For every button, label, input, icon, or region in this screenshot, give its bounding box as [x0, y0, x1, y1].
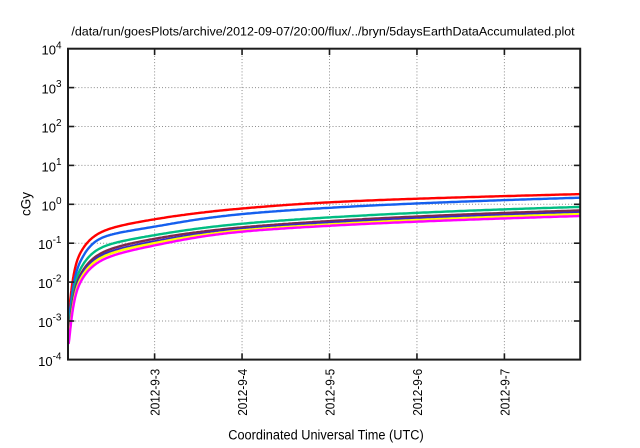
svg-text:2012-9-7: 2012-9-7 [497, 369, 512, 416]
svg-text:Coordinated Universal Time (UT: Coordinated Universal Time (UTC) [228, 428, 424, 443]
svg-text:cGy: cGy [19, 192, 34, 216]
svg-text:/data/run/goesPlots/archive/20: /data/run/goesPlots/archive/2012-09-07/2… [71, 24, 575, 38]
svg-text:2012-9-5: 2012-9-5 [322, 369, 337, 416]
svg-text:2012-9-3: 2012-9-3 [147, 369, 162, 416]
svg-text:2012-9-6: 2012-9-6 [410, 369, 425, 416]
svg-text:2012-9-4: 2012-9-4 [235, 369, 250, 416]
